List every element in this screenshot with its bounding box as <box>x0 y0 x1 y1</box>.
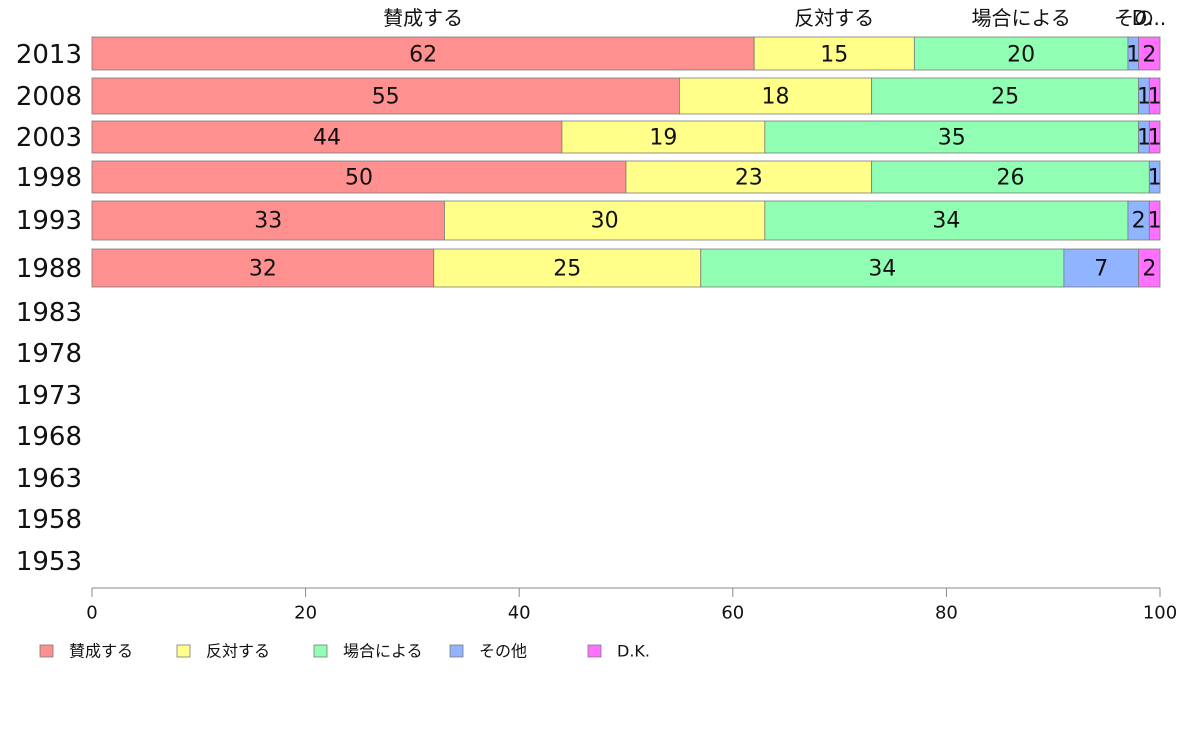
year-label-1973: 1973 <box>16 381 82 411</box>
legend-swatch-1 <box>176 644 191 658</box>
bar-value-label-1988-0: 32 <box>249 257 277 282</box>
bar-value-label-1998-0: 50 <box>345 166 373 191</box>
bar-value-label-2013-1: 15 <box>820 43 848 68</box>
bar-value-label-2008-0: 55 <box>372 85 400 110</box>
year-label-1998: 1998 <box>16 163 82 193</box>
legend-label-2: 場合による <box>343 642 423 661</box>
bar-segment-1988-0 <box>91 248 435 288</box>
bar-value-label-2003-2: 35 <box>938 126 966 151</box>
bar-value-label-1998-3: 1 <box>1148 166 1162 191</box>
bar-segment-1998-1 <box>625 160 873 194</box>
x-tick-label-0: 0 <box>86 603 97 624</box>
bar-segment-2013-2 <box>913 36 1129 71</box>
bar-value-label-2003-3: 1 <box>1137 126 1151 151</box>
bar-value-label-1988-4: 2 <box>1142 257 1156 282</box>
legend-label-3: その他 <box>479 642 527 661</box>
year-label-2008: 2008 <box>16 82 82 112</box>
bar-value-label-2013-0: 62 <box>409 43 437 68</box>
top-series-label-1: 反対する <box>794 6 874 30</box>
bar-segment-1993-0 <box>91 200 445 241</box>
bar-segment-2013-1 <box>753 36 915 71</box>
top-series-label-0: 賛成する <box>383 6 463 30</box>
legend-swatch-4 <box>587 644 602 658</box>
bar-segment-2003-2 <box>764 120 1140 154</box>
bar-value-label-2013-3: 1 <box>1126 43 1140 68</box>
legend: 賛成する 反対する 場合による その他 D.K. <box>39 642 650 661</box>
legend-swatch-3 <box>449 644 464 658</box>
bar-value-label-1988-2: 34 <box>868 257 896 282</box>
bar-segment-2003-1 <box>561 120 766 154</box>
bar-segment-1988-4 <box>1138 248 1161 288</box>
x-tick-label-20: 20 <box>294 603 317 624</box>
x-axis: 0 20 40 60 80 100 <box>86 587 1177 624</box>
x-tick-label-80: 80 <box>935 603 958 624</box>
bar-segment-2008-0 <box>91 77 680 115</box>
top-series-labels: 賛成する 反対する 場合による そのD... <box>383 6 1166 30</box>
bar-segment-2008-4 <box>1148 77 1161 115</box>
bar-value-label-2008-1: 18 <box>762 85 790 110</box>
bar-value-label-1998-2: 26 <box>996 166 1024 191</box>
bar-value-label-2013-4: 2 <box>1142 43 1156 68</box>
year-axis-labels: 2013 2008 2003 1998 1993 1988 1983 1978 1973 1968… <box>16 40 82 577</box>
legend-label-1: 反対する <box>206 642 270 661</box>
bar-value-label-2008-3: 1 <box>1137 85 1151 110</box>
bar-value-label-1993-1: 30 <box>591 209 619 234</box>
legend-label-0: 賛成する <box>69 642 133 661</box>
bar-value-label-1988-3: 7 <box>1094 257 1108 282</box>
bar-segment-2003-4 <box>1148 120 1161 154</box>
year-label-1958: 1958 <box>16 505 82 535</box>
bar-segment-1998-3 <box>1148 160 1161 194</box>
legend-swatch-0 <box>39 644 54 658</box>
year-label-1993: 1993 <box>16 206 82 236</box>
top-series-label-3: その <box>1114 6 1154 30</box>
bar-value-label-2003-0: 44 <box>313 126 341 151</box>
x-tick-label-60: 60 <box>721 603 744 624</box>
year-label-1983: 1983 <box>16 298 82 328</box>
bar-segment-2008-2 <box>871 77 1140 115</box>
year-label-1968: 1968 <box>16 422 82 452</box>
bar-segment-2013-0 <box>91 36 755 71</box>
bar-segment-1988-2 <box>700 248 1065 288</box>
year-label-1988: 1988 <box>16 254 82 284</box>
legend-swatch-2 <box>313 644 328 658</box>
year-label-1978: 1978 <box>16 339 82 369</box>
bar-segment-1993-1 <box>444 200 766 241</box>
bar-value-label-1993-3: 2 <box>1132 209 1146 234</box>
top-series-label-2: 場合による <box>971 6 1070 30</box>
bar-value-label-1993-0: 33 <box>254 209 282 234</box>
bar-value-label-2003-4: 1 <box>1148 126 1162 151</box>
x-tick-label-40: 40 <box>508 603 531 624</box>
bar-segment-1988-1 <box>433 248 702 288</box>
year-label-2003: 2003 <box>16 123 82 153</box>
bar-segment-2013-4 <box>1138 36 1161 71</box>
bar-segment-2003-0 <box>91 120 563 154</box>
bar-segment-2008-1 <box>679 77 873 115</box>
year-label-2013: 2013 <box>16 40 82 70</box>
bar-value-label-2013-2: 20 <box>1007 43 1035 68</box>
bar-segment-1988-3 <box>1063 248 1140 288</box>
bar-value-label-2008-2: 25 <box>991 85 1019 110</box>
bar-value-label-2003-1: 19 <box>649 126 677 151</box>
bar-value-label-1993-2: 34 <box>932 209 960 234</box>
bar-value-label-1988-1: 25 <box>553 257 581 282</box>
year-label-1953: 1953 <box>16 547 82 577</box>
year-label-1963: 1963 <box>16 464 82 494</box>
legend-label-4: D.K. <box>617 642 650 661</box>
bar-segment-1993-4 <box>1148 200 1161 241</box>
bar-segment-1998-2 <box>871 160 1150 194</box>
bar-value-label-1993-4: 1 <box>1148 209 1162 234</box>
x-tick-label-100: 100 <box>1143 603 1177 624</box>
top-series-label-4: D... <box>1132 6 1166 30</box>
bar-value-label-2008-4: 1 <box>1148 85 1162 110</box>
bar-value-label-1998-1: 23 <box>735 166 763 191</box>
